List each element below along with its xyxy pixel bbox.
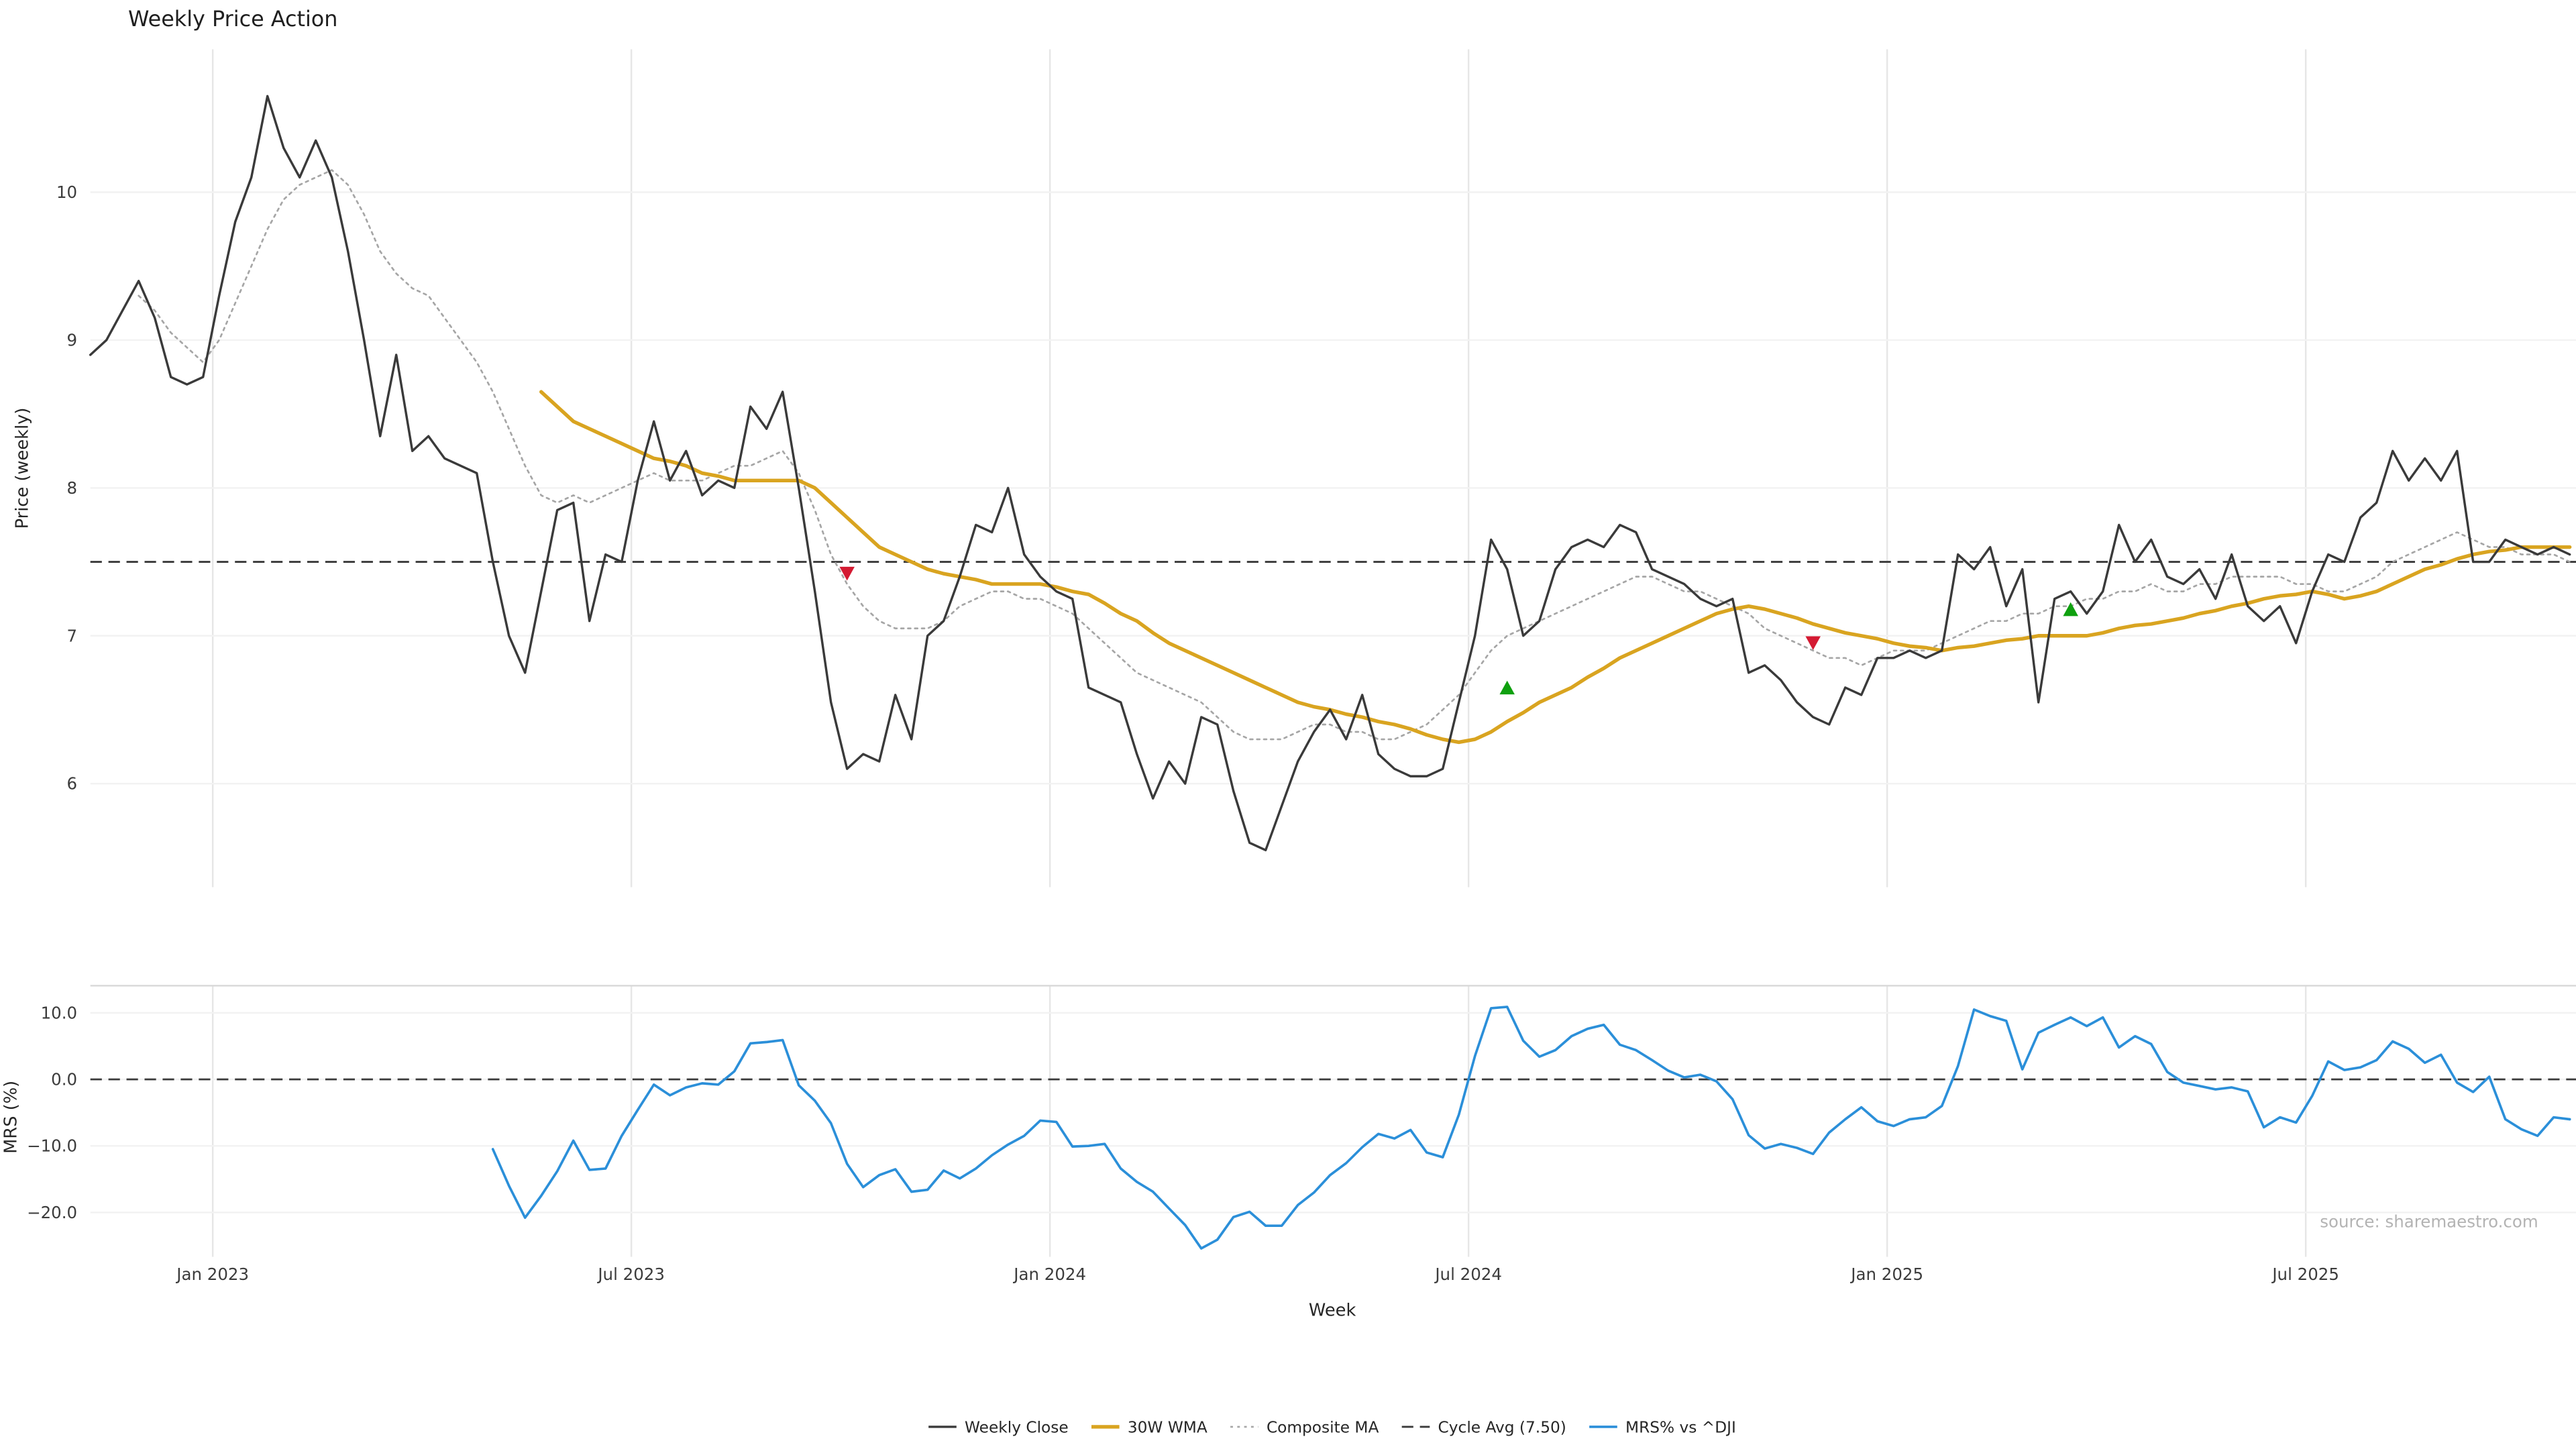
mrs-axis-tick-labels: 10.0 0.0 −10.0 −20.0 xyxy=(27,1003,77,1222)
mrs-tick-label: −20.0 xyxy=(27,1203,77,1222)
mrs-panel-grid xyxy=(90,985,2576,1257)
mrs-tick-label: 0.0 xyxy=(51,1070,77,1089)
x-axis-title: Week xyxy=(1309,1301,1356,1321)
price-tick-label: 9 xyxy=(67,331,78,350)
legend-item-close: Weekly Close xyxy=(928,1419,1069,1437)
x-tick-label: Jul 2023 xyxy=(596,1265,665,1284)
price-axis-tick-labels: 6 7 8 9 10 xyxy=(56,182,77,794)
legend-label-close: Weekly Close xyxy=(965,1419,1069,1437)
legend-label-cycle: Cycle Avg (7.50) xyxy=(1438,1419,1566,1437)
x-axis-tick-labels: Jan 2023 Jul 2023 Jan 2024 Jul 2024 Jan 2025… xyxy=(175,1265,2339,1284)
x-tick-label: Jul 2024 xyxy=(1434,1265,1502,1284)
legend-item-cycle: Cycle Avg (7.50) xyxy=(1401,1419,1566,1437)
sell-signal-marker xyxy=(839,566,855,581)
signal-markers xyxy=(839,566,2078,695)
mrs-line xyxy=(491,1006,2571,1250)
legend-item-mrs: MRS% vs ^DJI xyxy=(1589,1419,1736,1437)
close-line xyxy=(89,95,2571,852)
mrs-tick-label: −10.0 xyxy=(27,1136,77,1156)
price-tick-label: 6 xyxy=(67,774,78,794)
price-axis-title: Price (weekly) xyxy=(13,408,33,529)
mrs-series-line xyxy=(90,1006,2576,1250)
x-tick-label: Jan 2023 xyxy=(175,1265,249,1284)
mrs-tick-label: 10.0 xyxy=(41,1003,77,1022)
x-tick-label: Jan 2024 xyxy=(1012,1265,1086,1284)
legend-label-composite: Composite MA xyxy=(1267,1419,1379,1437)
price-series-lines xyxy=(89,95,2576,852)
price-tick-label: 10 xyxy=(56,182,77,202)
price-tick-label: 7 xyxy=(67,626,78,645)
legend-label-wma: 30W WMA xyxy=(1128,1419,1208,1437)
wma-line xyxy=(539,390,2572,745)
price-panel-grid xyxy=(90,49,2576,888)
x-tick-label: Jan 2025 xyxy=(1849,1265,1923,1284)
sell-signal-marker xyxy=(1805,636,1821,651)
composite-line xyxy=(138,169,2571,741)
mrs-axis-title: MRS (%) xyxy=(1,1081,21,1154)
buy-signal-marker xyxy=(2063,602,2078,616)
legend-item-composite: Composite MA xyxy=(1230,1419,1379,1437)
legend: Weekly Close 30W WMA Composite MA Cycle Avg… xyxy=(928,1419,1736,1437)
legend-item-wma: 30W WMA xyxy=(1091,1419,1208,1437)
price-tick-label: 8 xyxy=(67,478,78,498)
legend-label-mrs: MRS% vs ^DJI xyxy=(1625,1419,1736,1437)
x-tick-label: Jul 2025 xyxy=(2271,1265,2339,1284)
source-credit: source: sharemaestro.com xyxy=(2320,1212,2538,1231)
chart-title: Weekly Price Action xyxy=(128,6,337,32)
buy-signal-marker xyxy=(1499,680,1515,695)
